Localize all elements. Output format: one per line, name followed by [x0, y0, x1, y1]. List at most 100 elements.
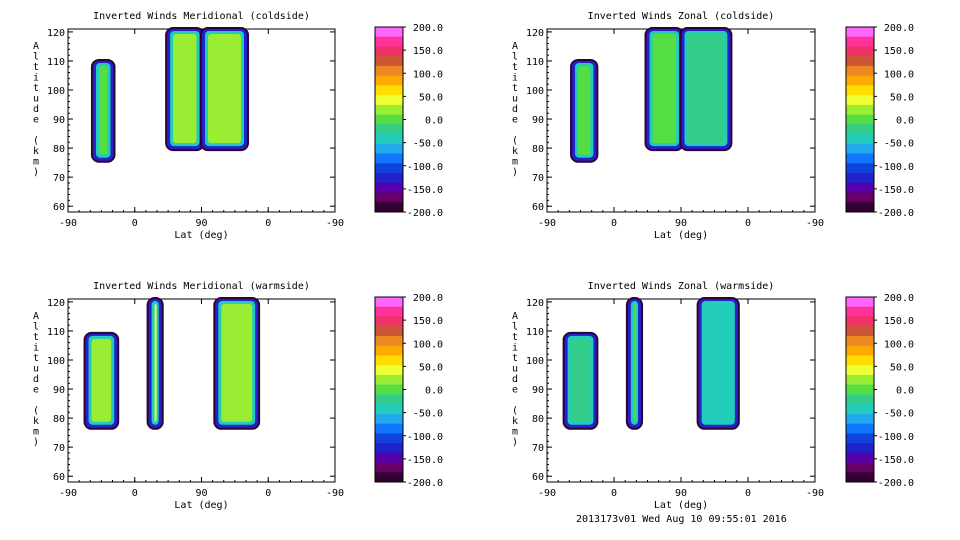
- colorbar-swatch: [375, 85, 403, 96]
- x-tick-label: 0: [611, 218, 617, 229]
- colorbar-swatch: [846, 27, 874, 38]
- colorbar-tick-label: 50.0: [890, 92, 914, 103]
- x-tick-label: -90: [806, 488, 824, 499]
- colorbar-swatch: [375, 104, 403, 116]
- contour-core: [652, 34, 676, 144]
- colorbar-swatch: [846, 374, 874, 386]
- colorbar-tick-label: -200.0: [407, 208, 443, 219]
- y-tick-label: 60: [53, 472, 65, 483]
- x-tick-label: 0: [611, 488, 617, 499]
- colorbar-swatch: [375, 335, 403, 347]
- colorbar-swatch: [846, 472, 874, 483]
- x-tick-label: 0: [745, 218, 751, 229]
- colorbar-swatch: [375, 36, 403, 47]
- y-tick-label: 100: [526, 86, 544, 97]
- colorbar-swatch: [846, 85, 874, 96]
- colorbar-swatch: [846, 65, 874, 77]
- x-axis-label: Lat (deg): [654, 500, 708, 511]
- contour-region-1: [570, 58, 599, 163]
- x-tick-label: -90: [538, 218, 556, 229]
- colorbar-swatch: [375, 355, 403, 366]
- colorbar-swatch: [846, 124, 874, 135]
- colorbar-swatch: [846, 306, 874, 317]
- contour-region-1: [83, 331, 120, 430]
- y-tick-label: 60: [532, 202, 544, 213]
- x-tick-label: 0: [132, 218, 138, 229]
- x-tick-label: -90: [326, 488, 344, 499]
- colorbar-tick-label: -200.0: [407, 478, 443, 489]
- colorbar-swatch: [375, 75, 403, 86]
- colorbar-swatch: [375, 306, 403, 317]
- y-tick-label: 80: [532, 144, 544, 155]
- colorbar-swatch: [375, 413, 403, 425]
- colorbar-swatch: [846, 46, 874, 57]
- y-tick-label: 100: [526, 356, 544, 367]
- colorbar-tick-label: 100.0: [413, 69, 443, 80]
- chart-title: Inverted Winds Meridional (coldside): [93, 11, 310, 22]
- colorbar-swatch: [846, 114, 874, 125]
- y-tick-label: 90: [53, 115, 65, 126]
- colorbar-swatch: [846, 423, 874, 434]
- colorbar-swatch: [846, 56, 874, 67]
- y-tick-label: 60: [53, 202, 65, 213]
- colorbar-swatch: [846, 143, 874, 155]
- y-tick-label: 70: [53, 173, 65, 184]
- colorbar-swatch: [846, 173, 874, 184]
- contour-region-3: [679, 27, 733, 152]
- colorbar-tick-label: 150.0: [413, 316, 443, 327]
- colorbar-swatch: [375, 143, 403, 155]
- colorbar-swatch: [375, 404, 403, 415]
- y-tick-label: 110: [47, 57, 65, 68]
- y-tick-label: 100: [47, 86, 65, 97]
- colorbar-swatch: [375, 95, 403, 106]
- colorbar-tick-label: -50.0: [413, 409, 443, 420]
- x-tick-label: -90: [806, 218, 824, 229]
- x-tick-label: 0: [265, 488, 271, 499]
- contour-region-3: [213, 297, 261, 430]
- colorbar-swatch: [375, 134, 403, 145]
- x-tick-label: 90: [195, 488, 207, 499]
- y-tick-label: 70: [532, 173, 544, 184]
- colorbar-swatch: [846, 413, 874, 425]
- colorbar-swatch: [375, 124, 403, 135]
- contour-core: [207, 34, 241, 144]
- contour-panel-2: Inverted Winds Zonal (coldside) 60 70 80 90 1…: [512, 11, 914, 241]
- colorbar: 200.0 150.0 100.0 50.0 0.0 -50.0 -100.0 -150.0 -…: [374, 23, 443, 219]
- contour-core: [221, 304, 253, 422]
- colorbar-swatch: [375, 182, 403, 194]
- colorbar-tick-label: 0.0: [425, 386, 443, 397]
- contour-core: [173, 34, 197, 144]
- y-tick-label: 100: [47, 356, 65, 367]
- colorbar-swatch: [846, 345, 874, 356]
- colorbar-swatch: [846, 355, 874, 366]
- colorbar-swatch: [375, 443, 403, 454]
- contour-region-2: [644, 27, 684, 152]
- y-tick-label: 120: [47, 28, 65, 39]
- colorbar-tick-label: -150.0: [407, 185, 443, 196]
- colorbar-swatch: [375, 46, 403, 57]
- x-axis-label: Lat (deg): [174, 230, 228, 241]
- colorbar-tick-label: 100.0: [884, 339, 914, 350]
- colorbar-swatch: [375, 297, 403, 308]
- colorbar-tick-label: -150.0: [878, 455, 914, 466]
- colorbar-swatch: [375, 56, 403, 67]
- contour-core: [91, 338, 112, 422]
- x-tick-label: -90: [59, 218, 77, 229]
- colorbar-swatch: [846, 316, 874, 327]
- contour-core: [154, 304, 157, 422]
- colorbar-swatch: [846, 104, 874, 116]
- colorbar-tick-label: 200.0: [413, 23, 443, 34]
- colorbar-swatch: [846, 462, 874, 473]
- x-tick-label: 90: [195, 218, 207, 229]
- colorbar-tick-label: -50.0: [884, 409, 914, 420]
- y-tick-label: 70: [532, 443, 544, 454]
- colorbar-swatch: [846, 163, 874, 174]
- colorbar-swatch: [375, 173, 403, 184]
- y-tick-label: 70: [53, 443, 65, 454]
- colorbar-swatch: [846, 404, 874, 415]
- colorbar-swatch: [846, 394, 874, 405]
- colorbar-swatch: [846, 182, 874, 194]
- colorbar-swatch: [375, 163, 403, 174]
- y-tick-label: 110: [47, 327, 65, 338]
